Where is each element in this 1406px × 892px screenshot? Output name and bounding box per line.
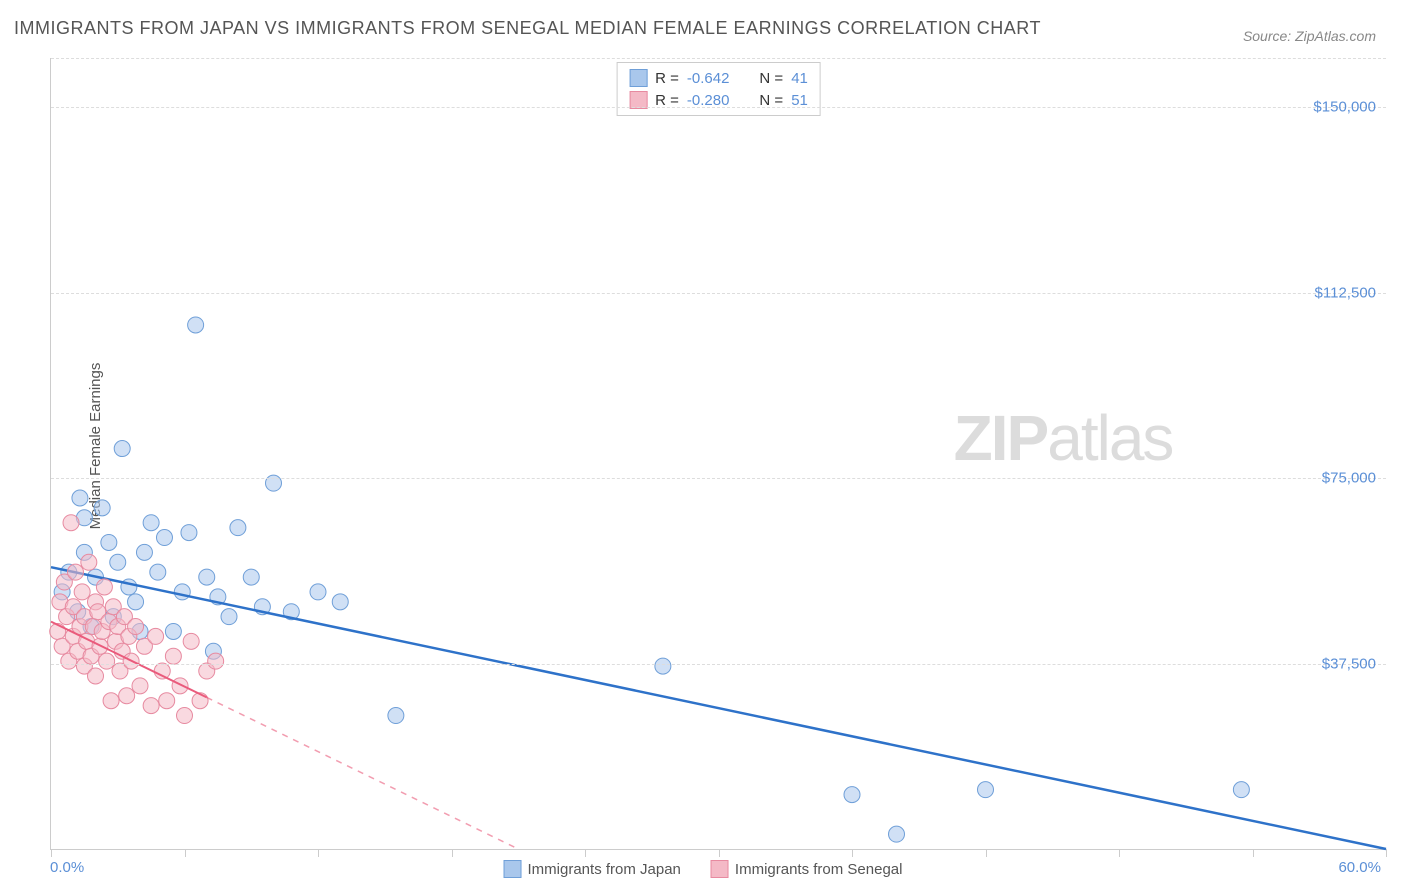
data-point xyxy=(177,708,193,724)
data-point xyxy=(114,441,130,457)
data-point xyxy=(156,530,172,546)
x-tick xyxy=(1386,849,1387,857)
x-tick xyxy=(51,849,52,857)
data-point xyxy=(332,594,348,610)
data-point xyxy=(143,698,159,714)
gridline xyxy=(51,664,1386,665)
stat-r-label: R = xyxy=(655,92,679,109)
gridline xyxy=(51,293,1386,294)
trend-line-dashed xyxy=(207,697,519,849)
stat-r-label: R = xyxy=(655,70,679,87)
legend-swatch xyxy=(629,91,647,109)
chart-title: IMMIGRANTS FROM JAPAN VS IMMIGRANTS FROM… xyxy=(14,18,1041,39)
data-point xyxy=(181,525,197,541)
data-point xyxy=(174,584,190,600)
data-point xyxy=(165,623,181,639)
bottom-legend: Immigrants from Japan Immigrants from Sen… xyxy=(504,860,903,878)
data-point xyxy=(72,490,88,506)
data-point xyxy=(889,826,905,842)
data-point xyxy=(136,544,152,560)
x-tick xyxy=(986,849,987,857)
data-point xyxy=(119,688,135,704)
stat-n-value: 41 xyxy=(791,70,808,87)
y-tick-label: $112,500 xyxy=(1315,284,1376,301)
data-point xyxy=(310,584,326,600)
data-point xyxy=(128,594,144,610)
data-point xyxy=(172,678,188,694)
x-tick xyxy=(585,849,586,857)
legend-label: Immigrants from Senegal xyxy=(735,861,903,878)
stat-n-value: 51 xyxy=(791,92,808,109)
data-point xyxy=(81,554,97,570)
legend-swatch xyxy=(629,69,647,87)
x-tick xyxy=(185,849,186,857)
stat-r-value: -0.280 xyxy=(687,92,730,109)
data-point xyxy=(110,554,126,570)
gridline xyxy=(51,107,1386,108)
x-tick xyxy=(1253,849,1254,857)
data-point xyxy=(188,317,204,333)
scatter-svg xyxy=(51,58,1386,849)
data-point xyxy=(101,534,117,550)
x-tick xyxy=(719,849,720,857)
data-point xyxy=(150,564,166,580)
stat-r-value: -0.642 xyxy=(687,70,730,87)
legend-label: Immigrants from Japan xyxy=(528,861,681,878)
y-tick-label: $150,000 xyxy=(1313,99,1376,116)
data-point xyxy=(143,515,159,531)
data-point xyxy=(159,693,175,709)
trend-line xyxy=(51,567,1386,849)
data-point xyxy=(978,782,994,798)
chart-plot-area: ZIPatlas R = -0.642N = 41R = -0.280N = 5… xyxy=(50,58,1386,850)
data-point xyxy=(63,515,79,531)
source-label: Source: ZipAtlas.com xyxy=(1243,28,1376,44)
stat-n-label: N = xyxy=(759,70,783,87)
legend-swatch xyxy=(711,860,729,878)
legend-item: Immigrants from Japan xyxy=(504,860,681,878)
data-point xyxy=(132,678,148,694)
data-point xyxy=(183,633,199,649)
data-point xyxy=(96,579,112,595)
data-point xyxy=(67,564,83,580)
data-point xyxy=(148,628,164,644)
data-point xyxy=(388,708,404,724)
data-point xyxy=(94,500,110,516)
data-point xyxy=(88,668,104,684)
data-point xyxy=(208,653,224,669)
data-point xyxy=(243,569,259,585)
x-axis-min-label: 0.0% xyxy=(50,859,84,876)
data-point xyxy=(165,648,181,664)
gridline xyxy=(51,58,1386,59)
legend-item: Immigrants from Senegal xyxy=(711,860,903,878)
stat-n-label: N = xyxy=(759,92,783,109)
data-point xyxy=(1233,782,1249,798)
stats-legend-row: R = -0.642 N = 41 xyxy=(629,67,808,89)
data-point xyxy=(844,787,860,803)
x-tick xyxy=(1119,849,1120,857)
legend-swatch xyxy=(504,860,522,878)
data-point xyxy=(230,520,246,536)
data-point xyxy=(128,619,144,635)
gridline xyxy=(51,478,1386,479)
y-tick-label: $75,000 xyxy=(1322,470,1376,487)
data-point xyxy=(103,693,119,709)
x-tick xyxy=(852,849,853,857)
x-tick xyxy=(452,849,453,857)
data-point xyxy=(99,653,115,669)
data-point xyxy=(74,584,90,600)
y-tick-label: $37,500 xyxy=(1322,655,1376,672)
x-tick xyxy=(318,849,319,857)
x-axis-max-label: 60.0% xyxy=(1338,859,1381,876)
data-point xyxy=(221,609,237,625)
data-point xyxy=(199,569,215,585)
data-point xyxy=(655,658,671,674)
